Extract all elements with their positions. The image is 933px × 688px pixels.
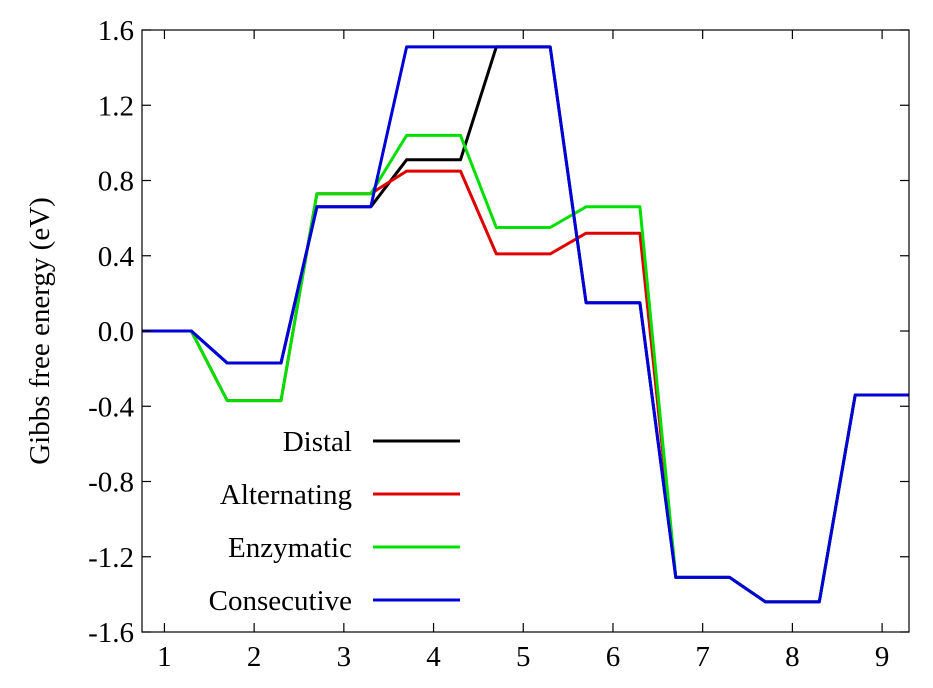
legend-label: Distal xyxy=(283,426,352,458)
x-tick-label: 3 xyxy=(337,641,352,673)
y-tick-label: -0.4 xyxy=(88,391,134,423)
legend-label: Enzymatic xyxy=(228,532,352,564)
x-tick-label: 2 xyxy=(247,641,262,673)
x-tick-label: 4 xyxy=(426,641,441,673)
x-tick-label: 9 xyxy=(875,641,890,673)
ticks-layer: 1.6 1.2 0.8 0.4 0.0 -0.4 -0.8 -1.2 -1.6 1 2 3 4 5 6 7 8 9 xyxy=(88,15,909,673)
y-tick-label: 1.2 xyxy=(98,90,134,122)
y-tick-label: 0.0 xyxy=(98,316,134,348)
legend-label: Consecutive xyxy=(209,585,352,617)
y-tick-label: 1.6 xyxy=(98,15,134,47)
y-tick-label: -0.8 xyxy=(88,467,134,499)
series-line-consecutive xyxy=(142,45,909,604)
x-tick-label: 5 xyxy=(516,641,531,673)
series-layer xyxy=(142,45,909,604)
series-line-distal xyxy=(142,45,909,604)
y-tick-label: 0.4 xyxy=(98,241,135,273)
x-tick-label: 6 xyxy=(606,641,621,673)
y-axis-label: Gibbs free energy (eV) xyxy=(24,197,56,465)
y-tick-label: -1.2 xyxy=(88,542,134,574)
legend: Distal Alternating Enzymatic Consecutive xyxy=(209,426,460,617)
y-tick-label: 0.8 xyxy=(98,166,134,198)
y-tick-label: -1.6 xyxy=(88,617,134,649)
x-tick-label: 1 xyxy=(157,641,172,673)
x-tick-label: 7 xyxy=(695,641,710,673)
x-tick-label: 8 xyxy=(785,641,800,673)
legend-label: Alternating xyxy=(220,479,352,511)
